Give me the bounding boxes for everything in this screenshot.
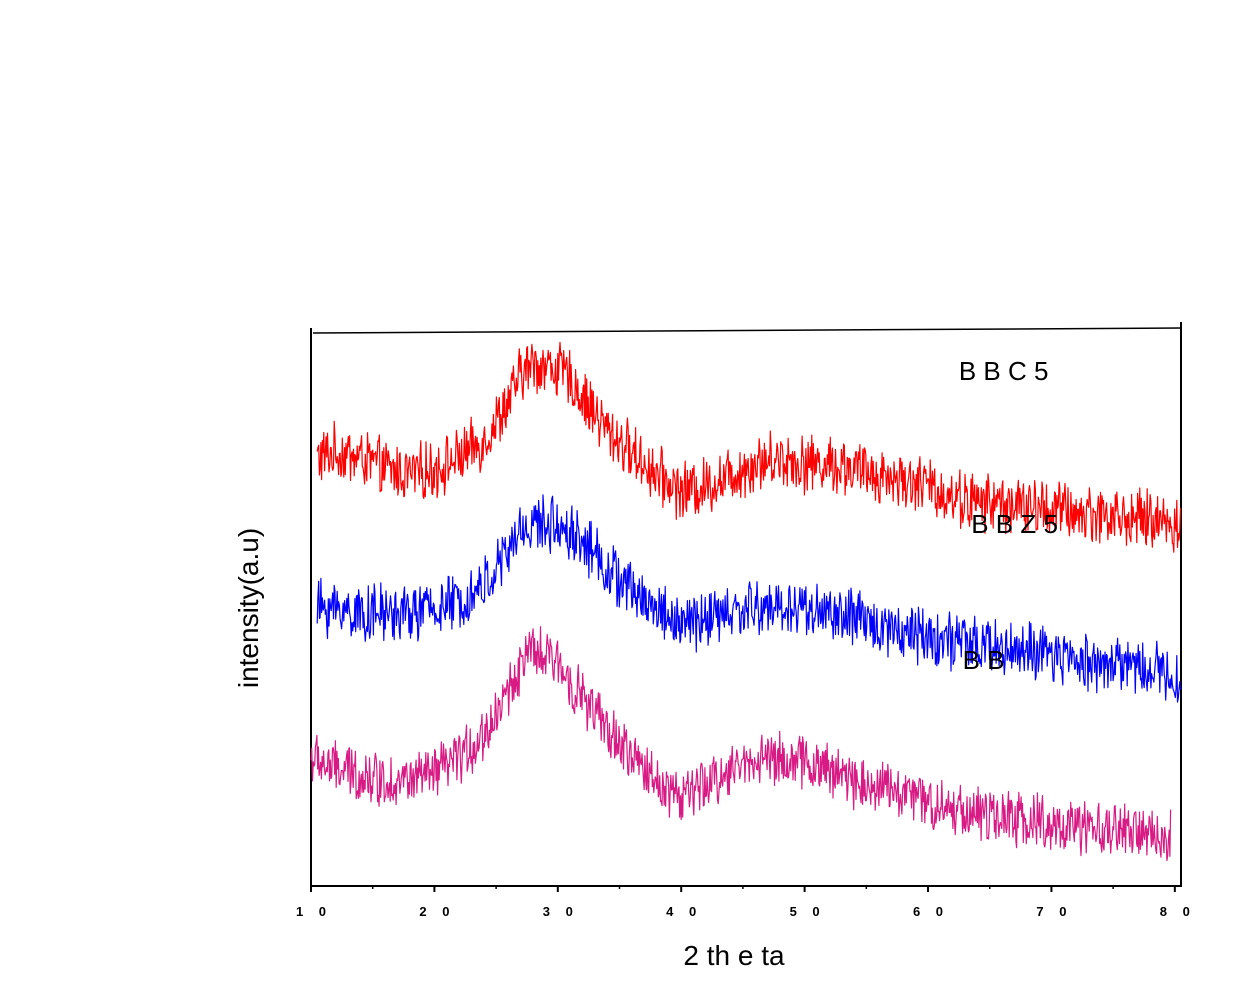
series-label: B B C 5 (959, 356, 1049, 386)
x-tick-label: 3 0 (543, 904, 579, 919)
x-tick-label: 2 0 (419, 904, 455, 919)
series-group (310, 341, 1182, 862)
x-ticks: 1 0 2 0 3 0 4 0 5 0 6 0 7 0 8 0 (296, 886, 1196, 919)
x-tick-label: 7 0 (1036, 904, 1072, 919)
series-label: B B (963, 645, 1005, 675)
x-tick-label: 4 0 (666, 904, 702, 919)
x-tick-label: 5 0 (790, 904, 826, 919)
axis-top (312, 327, 1183, 334)
x-tick-label: 8 0 (1160, 904, 1196, 919)
x-tick-label: 1 0 (296, 904, 332, 919)
series-labels: B B C 5 B B Z 5 B B (959, 356, 1058, 675)
series-line (316, 341, 1182, 553)
plot-frame (310, 322, 1183, 887)
x-tick-label: 6 0 (913, 904, 949, 919)
series-line (316, 494, 1182, 703)
x-axis-title: 2 th e ta (683, 940, 785, 971)
y-axis-title: intensity(a.u) (233, 528, 264, 688)
series-label: B B Z 5 (971, 509, 1058, 539)
series-line (310, 626, 1172, 862)
